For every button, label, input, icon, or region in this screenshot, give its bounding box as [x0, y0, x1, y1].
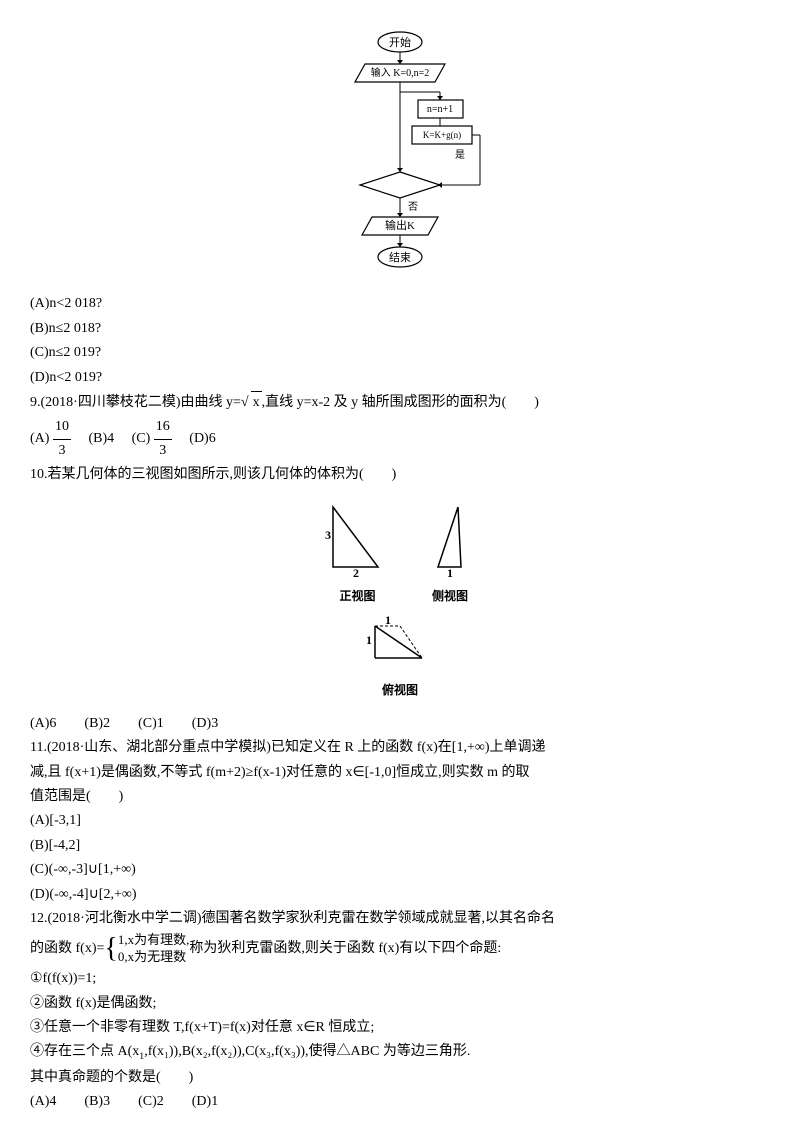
q8-option-d: (D)n<2 019? — [30, 367, 770, 389]
fc-end: 结束 — [389, 251, 411, 264]
q12-p3: ③任意一个非零有理数 T,f(x+T)=f(x)对任意 x∈R 恒成立; — [30, 1017, 770, 1039]
q9-text: 9.(2018·四川攀枝花二模)由曲线 y=√x,直线 y=x-2 及 y 轴所… — [30, 391, 770, 414]
q8-option-a: (A)n<2 018? — [30, 293, 770, 315]
svg-text:1: 1 — [366, 633, 372, 647]
top-view-label: 俯视图 — [360, 681, 440, 700]
top-view-svg: 1 1 — [360, 616, 440, 671]
q12-p1: ①f(f(x))=1; — [30, 968, 770, 990]
q11-opt-a: (A)[-3,1] — [30, 810, 770, 832]
q11-opt-c: (C)(-∞,-3]∪[1,+∞) — [30, 859, 770, 881]
fc-step1: n=n+1 — [427, 104, 453, 115]
fc-step2: K=K+g(n) — [423, 130, 461, 140]
q9-opt-c-label: (C) — [132, 431, 151, 446]
q12-p2: ②函数 f(x)是偶函数; — [30, 993, 770, 1015]
fc-yes: 是 — [455, 149, 465, 161]
q11-line3: 值范围是( ) — [30, 786, 770, 808]
q12-p4: ④存在三个点 A(x1,f(x₁)),B(x₂,f(x₂)),C(x₃,f(x₃… — [30, 1041, 770, 1064]
q9-opt-a-label: (A) — [30, 431, 49, 446]
q10-text: 10.若某几何体的三视图如图所示,则该几何体的体积为( ) — [30, 464, 770, 486]
q12-line2: 的函数 f(x)={1,x为有理数,0,x为无理数称为狄利克雷函数,则关于函数 … — [30, 932, 770, 966]
q12-options: (A)4 (B)3 (C)2 (D)1 — [30, 1091, 770, 1113]
q9-sqrt: x — [251, 391, 262, 414]
fc-start-text: 开始 — [389, 35, 411, 49]
flowchart-svg: 开始 输入 K=0,n=2 n=n+1 K=K+g(n) 是 否 输出K — [310, 30, 490, 270]
q9-frac-c: 163 — [154, 416, 172, 462]
q11-line2: 减,且 f(x+1)是偶函数,不等式 f(m+2)≥f(x-1)对任意的 x∈[… — [30, 762, 770, 784]
q9-opt-b: (B)4 — [88, 431, 114, 446]
q12-suffix: 称为狄利克雷函数,则关于函数 f(x)有以下四个命题: — [189, 942, 501, 957]
q12-line1: 12.(2018·河北衡水中学二调)德国著名数学家狄利克雷在数学领域成就显著,以… — [30, 908, 770, 930]
q11-opt-d: (D)(-∞,-4]∪[2,+∞) — [30, 884, 770, 906]
q12-case2: 0,x为无理数 — [118, 949, 190, 966]
q8-option-c: (C)n≤2 019? — [30, 342, 770, 364]
svg-text:1: 1 — [447, 566, 453, 577]
q9-prefix: 9.(2018·四川攀枝花二模)由曲线 y= — [30, 395, 241, 410]
piecewise-function: {1,x为有理数,0,x为无理数 — [104, 932, 189, 966]
q8-option-b: (B)n≤2 018? — [30, 318, 770, 340]
svg-text:1: 1 — [385, 616, 391, 627]
svg-text:3: 3 — [325, 528, 331, 542]
q10-options: (A)6 (B)2 (C)1 (D)3 — [30, 713, 770, 735]
q11-opt-b: (B)[-4,2] — [30, 835, 770, 857]
fc-no: 否 — [408, 201, 418, 213]
q12-prefix: 的函数 f(x)= — [30, 942, 104, 957]
q9-frac-a: 103 — [53, 416, 71, 462]
three-views-diagram: 3 2 正视图 1 侧视图 1 1 俯视图 — [30, 497, 770, 703]
fc-output: 输出K — [385, 218, 415, 232]
side-view-label: 侧视图 — [423, 587, 478, 606]
front-view-svg: 3 2 — [323, 497, 393, 577]
svg-text:2: 2 — [353, 566, 359, 577]
front-view-label: 正视图 — [323, 587, 393, 606]
q12-case1: 1,x为有理数, — [118, 932, 190, 949]
q9-mid: ,直线 y=x-2 及 y 轴所围成图形的面积为( ) — [262, 395, 539, 410]
q12-true-line: 其中真命题的个数是( ) — [30, 1067, 770, 1089]
q9-opt-d: (D)6 — [189, 431, 215, 446]
q9-options: (A) 103 (B)4 (C) 163 (D)6 — [30, 416, 770, 462]
flowchart-diagram: 开始 输入 K=0,n=2 n=n+1 K=K+g(n) 是 否 输出K — [30, 30, 770, 278]
q11-line1: 11.(2018·山东、湖北部分重点中学模拟)已知定义在 R 上的函数 f(x)… — [30, 737, 770, 759]
fc-input-text: 输入 K=0,n=2 — [371, 66, 430, 79]
side-view-svg: 1 — [423, 497, 478, 577]
